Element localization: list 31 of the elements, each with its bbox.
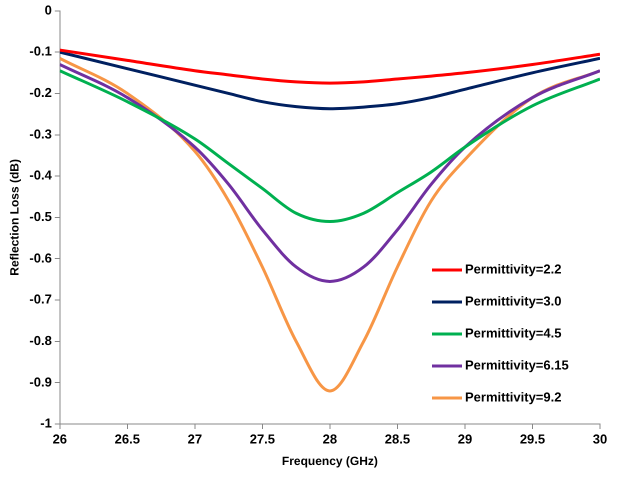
y-tick-label: -0.6: [29, 250, 52, 266]
x-tick-label: 27: [188, 431, 202, 446]
y-tick-label: -0.4: [29, 168, 53, 183]
y-tick-label: -0.3: [29, 126, 52, 142]
x-axis-title: Frequency (GHz): [282, 454, 378, 468]
y-axis-title: Reflection Loss (dB): [8, 159, 22, 276]
y-tick-label: -0.5: [29, 208, 52, 224]
y-tick-label: -1: [40, 416, 52, 431]
legend-label: Permittivity=3.0: [465, 294, 562, 309]
x-tick-label: 28: [322, 431, 338, 446]
x-tick-label: 26.5: [114, 431, 140, 446]
line-series: [60, 69, 600, 224]
y-tick-label: -0.7: [29, 292, 52, 307]
legend-label: Permittivity=2.2: [465, 262, 562, 277]
y-tick-label: -0.9: [29, 374, 52, 390]
x-tick-label: 30: [592, 431, 608, 446]
x-tick-label: 29.5: [520, 431, 546, 446]
y-tick-label: -0.8: [29, 332, 52, 348]
line-series: [60, 63, 600, 283]
legend-label: Permittivity=6.15: [465, 358, 569, 373]
x-tick-label: 28.5: [384, 431, 410, 446]
line-series: [60, 48, 600, 85]
line-series: [60, 50, 600, 110]
y-tick-label: -0.1: [29, 44, 52, 59]
legend-label: Permittivity=9.2: [465, 390, 562, 405]
legend-label: Permittivity=4.5: [465, 326, 562, 341]
x-tick-label: 26: [52, 431, 68, 446]
y-tick-label: 0: [44, 2, 52, 18]
x-tick-label: 27.5: [250, 431, 276, 446]
x-tick-label: 29: [458, 431, 472, 446]
y-tick-label: -0.2: [29, 85, 52, 100]
